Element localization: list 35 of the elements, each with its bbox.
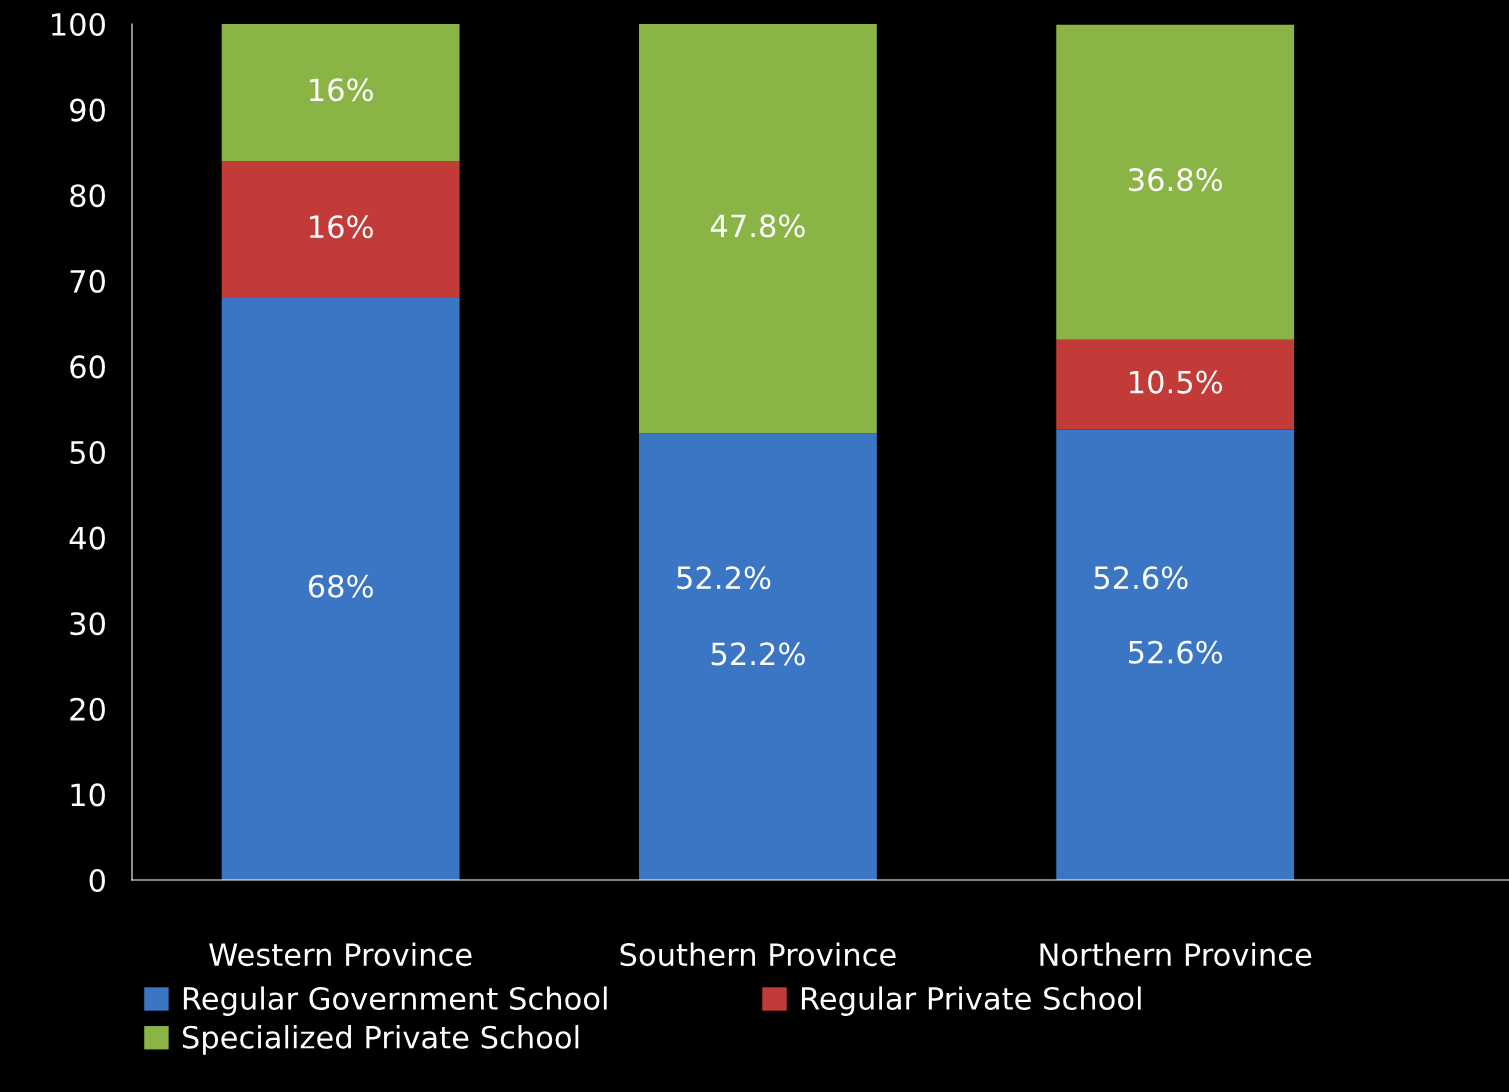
y-tick-label: 60 — [70, 355, 105, 379]
data-label: 47.8% — [710, 214, 805, 238]
bar — [221, 160, 460, 298]
y-tick-label: 70 — [70, 269, 105, 293]
y-tick-label: 80 — [70, 184, 105, 208]
bar — [1056, 429, 1295, 880]
data-label: 10.5% — [1130, 370, 1223, 394]
y-tick-label: 30 — [70, 612, 105, 636]
legend-label: Regular Private School — [801, 986, 1141, 1016]
x-tick-label: Western Province — [209, 942, 472, 967]
data-label: 68% — [308, 574, 373, 598]
data-label: 52.6% — [1129, 640, 1223, 664]
x-tick-label: Northern Province — [1040, 942, 1312, 967]
bar — [638, 433, 877, 880]
annotation: 52.6% — [1094, 566, 1188, 590]
legend-label: Regular Government School — [183, 986, 607, 1016]
data-label: 16% — [310, 78, 373, 102]
data-label: 52.2% — [711, 642, 805, 666]
legend-label: Specialized Private School — [182, 1025, 579, 1055]
annotation: 52.2% — [677, 566, 771, 590]
y-tick-label: 10 — [71, 783, 105, 807]
y-tick-label: 0 — [89, 868, 105, 893]
bar — [221, 297, 460, 880]
x-tick-label: Southern Province — [620, 942, 896, 967]
bar — [221, 24, 460, 161]
bar — [638, 24, 877, 434]
y-tick-label: 100 — [52, 12, 105, 37]
bar — [1056, 339, 1295, 430]
data-label: 36.8% — [1128, 168, 1223, 192]
y-tick-label: 90 — [70, 98, 105, 122]
y-tick-label: 40 — [69, 526, 105, 550]
bar — [1056, 24, 1295, 340]
data-label: 16% — [310, 215, 373, 239]
y-tick-label: 20 — [70, 697, 105, 721]
y-tick-label: 50 — [70, 440, 105, 465]
